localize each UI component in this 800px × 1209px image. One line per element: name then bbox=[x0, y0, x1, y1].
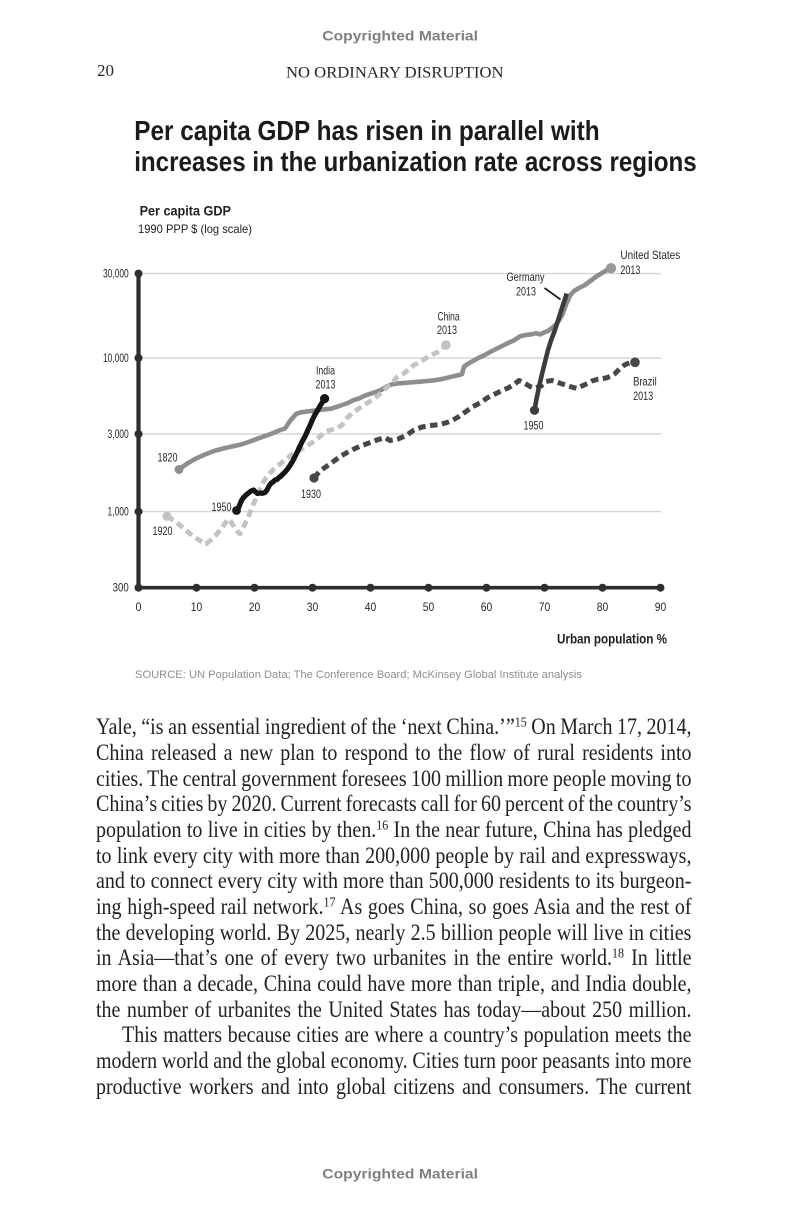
svg-text:60: 60 bbox=[481, 600, 493, 614]
svg-text:NO ORDINARY DISRUPTION: NO ORDINARY DISRUPTION bbox=[286, 65, 504, 82]
svg-text:Urban population %: Urban population % bbox=[557, 631, 667, 647]
svg-text:300: 300 bbox=[113, 581, 129, 595]
svg-text:0: 0 bbox=[136, 600, 142, 614]
svg-text:SOURCE: UN Population Data; Th: SOURCE: UN Population Data; The Conferen… bbox=[135, 669, 582, 681]
svg-text:Copyrighted Material: Copyrighted Material bbox=[322, 28, 478, 43]
svg-text:3,000: 3,000 bbox=[108, 427, 129, 441]
svg-text:30,000: 30,000 bbox=[103, 267, 129, 281]
svg-text:China: China bbox=[438, 310, 460, 324]
svg-text:2013: 2013 bbox=[633, 389, 653, 403]
svg-text:Per capita GDP has risen in pa: Per capita GDP has risen in parallel wit… bbox=[134, 115, 600, 146]
svg-text:Per capita GDP: Per capita GDP bbox=[140, 204, 231, 219]
svg-text:10: 10 bbox=[191, 600, 203, 614]
svg-text:United States: United States bbox=[620, 248, 680, 262]
svg-text:70: 70 bbox=[539, 600, 551, 614]
svg-text:1990 PPP $ (log scale): 1990 PPP $ (log scale) bbox=[138, 222, 252, 236]
svg-text:2013: 2013 bbox=[516, 285, 536, 299]
svg-text:20: 20 bbox=[249, 600, 261, 614]
svg-text:increases in the urbanization: increases in the urbanization rate acros… bbox=[134, 146, 697, 177]
svg-text:40: 40 bbox=[365, 600, 377, 614]
svg-text:90: 90 bbox=[655, 600, 667, 614]
svg-text:1820: 1820 bbox=[158, 450, 178, 464]
svg-text:Germany: Germany bbox=[507, 270, 545, 284]
svg-text:1,000: 1,000 bbox=[108, 505, 129, 519]
svg-text:20: 20 bbox=[97, 61, 114, 80]
svg-text:Copyrighted Material: Copyrighted Material bbox=[322, 1167, 478, 1182]
svg-text:India: India bbox=[316, 363, 335, 377]
svg-text:50: 50 bbox=[423, 600, 435, 614]
svg-text:Brazil: Brazil bbox=[633, 375, 657, 389]
svg-text:1920: 1920 bbox=[153, 524, 173, 538]
svg-text:2013: 2013 bbox=[437, 323, 457, 337]
svg-text:30: 30 bbox=[307, 600, 319, 614]
svg-text:1950: 1950 bbox=[524, 418, 544, 432]
svg-text:2013: 2013 bbox=[316, 378, 336, 392]
svg-text:80: 80 bbox=[597, 600, 609, 614]
svg-text:10,000: 10,000 bbox=[103, 351, 129, 365]
svg-text:1950: 1950 bbox=[212, 500, 232, 514]
svg-text:1930: 1930 bbox=[301, 487, 321, 501]
svg-text:2013: 2013 bbox=[620, 263, 640, 277]
